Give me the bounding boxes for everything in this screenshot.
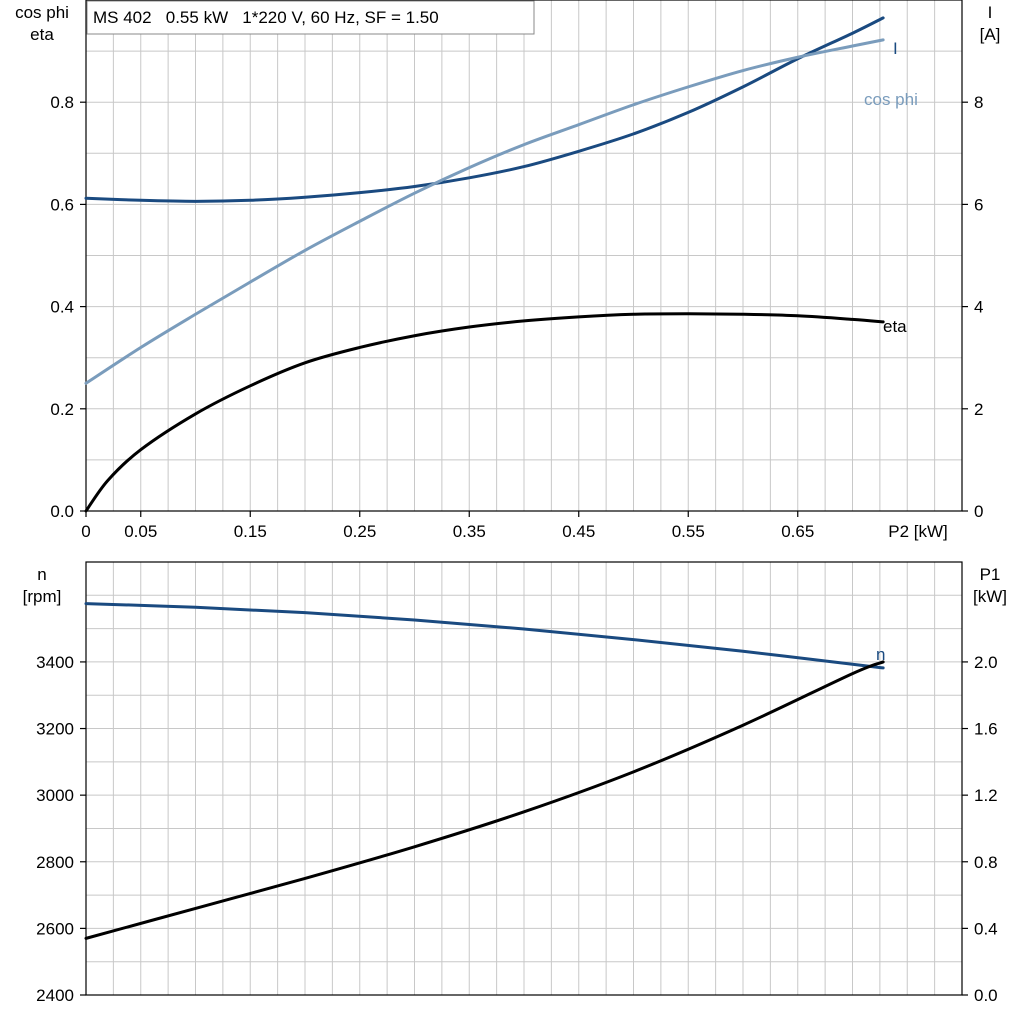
- y-left-tick-label: 0.4: [50, 298, 74, 317]
- y-left-tick-label: 0.2: [50, 400, 74, 419]
- x-tick-label: 0.55: [672, 522, 705, 541]
- y-left-axis-label: [rpm]: [23, 587, 62, 606]
- y-left-tick-label: 0.0: [50, 502, 74, 521]
- grid-panel-1: [86, 0, 962, 511]
- x-tick-label: 0.05: [124, 522, 157, 541]
- y-right-tick-label: 1.6: [974, 720, 998, 739]
- series-label-i: I: [893, 39, 898, 58]
- chart-panel-1: 0.0 0.2 0.4 0.6 0.8 0 2 4 6 8 cos phi eta I [A] 0 0.05 0…: [15, 0, 1000, 541]
- y-left-axis-label: eta: [30, 25, 54, 44]
- y-right-tick-label: 4: [974, 298, 983, 317]
- y-left-tick-label: 3400: [36, 653, 74, 672]
- y-right-tick-label: 6: [974, 195, 983, 214]
- chart-title-box: MS 402 0.55 kW 1*220 V, 60 Hz, SF = 1.50: [86, 0, 535, 35]
- x-axis-label: P2 [kW]: [888, 522, 948, 541]
- grid-panel-2: [86, 562, 962, 995]
- y-right-tick-label: 8: [974, 93, 983, 112]
- y-left-tick-label: 3200: [36, 720, 74, 739]
- y-right-tick-label: 2: [974, 400, 983, 419]
- series-label-eta: eta: [883, 317, 907, 336]
- y-right-tick-label: 0.4: [974, 919, 998, 938]
- x-tick-label: 0.65: [781, 522, 814, 541]
- x-tick-label: 0.35: [453, 522, 486, 541]
- series-line-i: [84, 16, 885, 203]
- plot-frame: [85, 561, 963, 996]
- y-right-tick-label: 1.2: [974, 786, 998, 805]
- series-label-n: n: [876, 645, 885, 664]
- y-left-axis-label: n: [37, 565, 46, 584]
- y-right-tick-label: 2.0: [974, 653, 998, 672]
- y-right-axis-label: [A]: [980, 25, 1001, 44]
- y-right-axis-label: [kW]: [973, 587, 1007, 606]
- series-line-cos-phi: [84, 38, 885, 385]
- y-right-axis-label: I: [988, 3, 993, 22]
- y-left-tick-label: 3000: [36, 786, 74, 805]
- y-left-tick-label: 2600: [36, 919, 74, 938]
- y-left-tick-label: 0.6: [50, 195, 74, 214]
- y-left-tick-label: 0.8: [50, 93, 74, 112]
- y-right-tick-label: 0.0: [974, 986, 998, 1005]
- title-box-frame: [86, 0, 535, 35]
- x-tick-label: 0.25: [343, 522, 376, 541]
- series-label-cos-phi: cos phi: [864, 90, 918, 109]
- series-line-n: [84, 602, 885, 670]
- y-left-tick-label: 2400: [36, 986, 74, 1005]
- y-right-axis-label: P1: [980, 565, 1001, 584]
- x-tick-label: 0: [81, 522, 90, 541]
- series-line-eta: [84, 312, 885, 513]
- y-right-tick-label: 0.8: [974, 853, 998, 872]
- x-tick-label: 0.45: [562, 522, 595, 541]
- y-right-tick-label: 0: [974, 502, 983, 521]
- y-left-tick-label: 2800: [36, 853, 74, 872]
- x-tick-label: 0.15: [234, 522, 267, 541]
- y-left-axis-label: cos phi: [15, 3, 69, 22]
- plot-frame: [85, 0, 963, 512]
- chart-title: MS 402 0.55 kW 1*220 V, 60 Hz, SF = 1.50: [93, 8, 439, 27]
- chart-panel-2: 2400 2600 2800 3000 3200 3400 0.0 0.4 0.8 1.2 1.6 2…: [23, 561, 1007, 1005]
- series-line-p1: [84, 660, 885, 940]
